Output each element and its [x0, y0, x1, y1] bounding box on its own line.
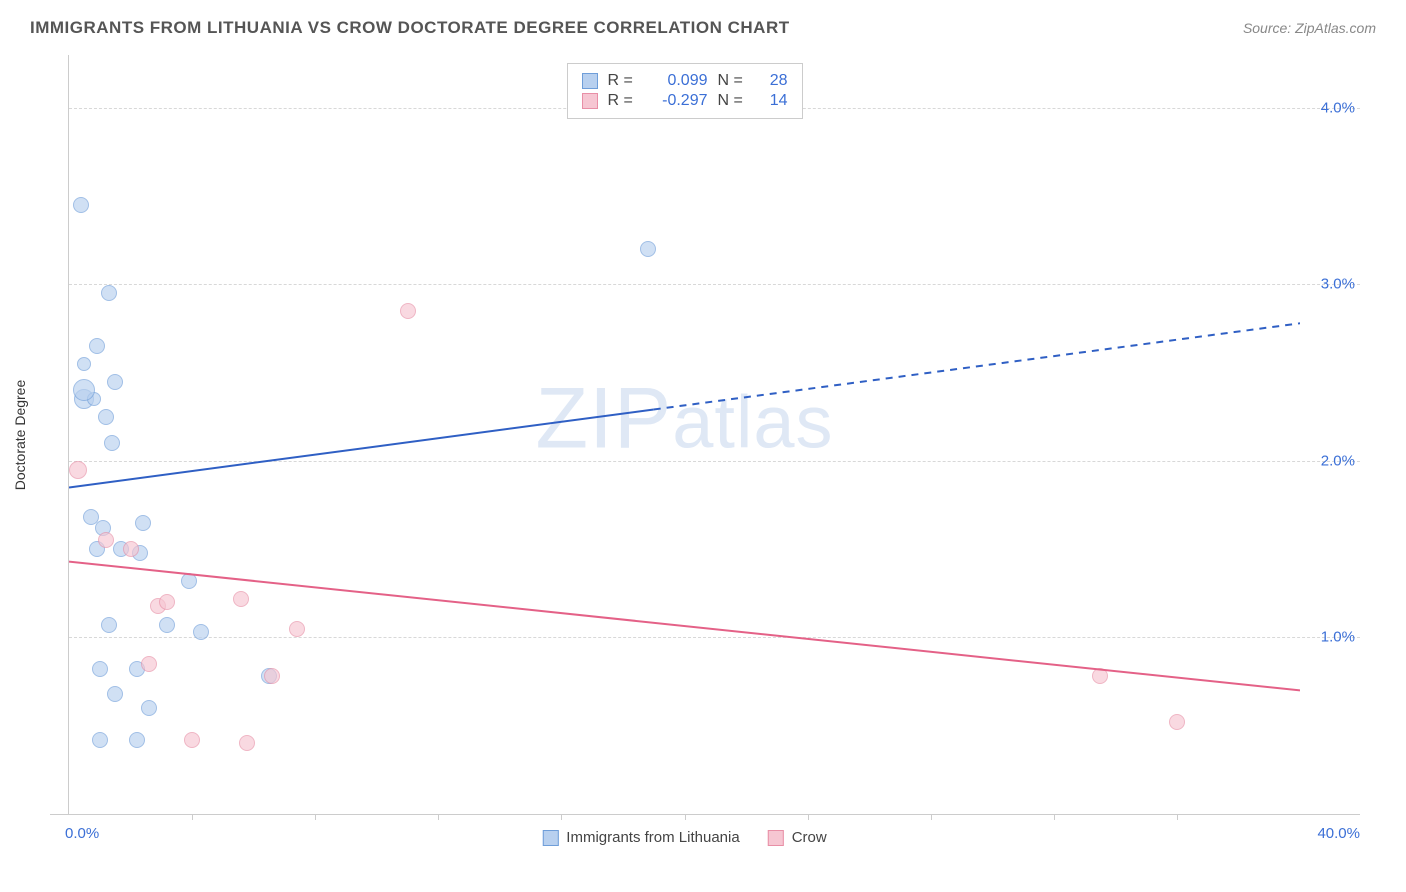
data-point — [104, 435, 120, 451]
data-point — [289, 621, 305, 637]
data-point — [159, 594, 175, 610]
legend-item-b: Crow — [768, 829, 827, 846]
data-point — [107, 686, 123, 702]
x-tick — [438, 814, 439, 820]
watermark: ZIPatlas — [535, 370, 833, 469]
chart-title: IMMIGRANTS FROM LITHUANIA VS CROW DOCTOR… — [30, 18, 790, 38]
gridline — [69, 461, 1360, 462]
chart-area: Doctorate Degree ZIPatlas R = 0.099 N = … — [50, 55, 1360, 815]
data-point — [400, 303, 416, 319]
x-tick — [808, 814, 809, 820]
x-tick — [192, 814, 193, 820]
data-point — [193, 624, 209, 640]
x-tick — [1177, 814, 1178, 820]
data-point — [181, 573, 197, 589]
data-point — [92, 732, 108, 748]
y-tick-label: 4.0% — [1305, 99, 1355, 116]
swatch-b-icon — [768, 830, 784, 846]
series-legend: Immigrants from Lithuania Crow — [542, 829, 826, 846]
x-min-label: 0.0% — [65, 825, 99, 842]
data-point — [101, 617, 117, 633]
data-point — [92, 661, 108, 677]
plot-region: ZIPatlas R = 0.099 N = 28 R = -0.297 N =… — [68, 55, 1300, 814]
data-point — [135, 515, 151, 531]
data-point — [640, 241, 656, 257]
correlation-legend: R = 0.099 N = 28 R = -0.297 N = 14 — [567, 63, 803, 119]
swatch-b-icon — [582, 93, 598, 109]
data-point — [184, 732, 200, 748]
data-point — [89, 338, 105, 354]
gridline — [69, 637, 1360, 638]
data-point — [239, 735, 255, 751]
legend-row-a: R = 0.099 N = 28 — [582, 72, 788, 90]
y-tick-label: 3.0% — [1305, 276, 1355, 293]
legend-item-a: Immigrants from Lithuania — [542, 829, 739, 846]
trend-lines — [69, 55, 1300, 814]
swatch-a-icon — [582, 73, 598, 89]
data-point — [264, 668, 280, 684]
data-point — [101, 285, 117, 301]
x-tick — [315, 814, 316, 820]
data-point — [98, 532, 114, 548]
swatch-a-icon — [542, 830, 558, 846]
data-point — [141, 656, 157, 672]
data-point — [159, 617, 175, 633]
data-point — [129, 732, 145, 748]
data-point — [73, 379, 95, 401]
data-point — [73, 197, 89, 213]
y-tick-label: 1.0% — [1305, 629, 1355, 646]
data-point — [233, 591, 249, 607]
x-tick — [561, 814, 562, 820]
x-tick — [1054, 814, 1055, 820]
data-point — [98, 409, 114, 425]
legend-row-b: R = -0.297 N = 14 — [582, 92, 788, 110]
data-point — [1169, 714, 1185, 730]
chart-source: Source: ZipAtlas.com — [1243, 20, 1376, 36]
data-point — [69, 461, 87, 479]
x-tick — [931, 814, 932, 820]
chart-header: IMMIGRANTS FROM LITHUANIA VS CROW DOCTOR… — [0, 0, 1406, 48]
x-tick — [685, 814, 686, 820]
data-point — [1092, 668, 1108, 684]
y-tick-label: 2.0% — [1305, 452, 1355, 469]
gridline — [69, 284, 1360, 285]
data-point — [123, 541, 139, 557]
data-point — [77, 357, 91, 371]
data-point — [141, 700, 157, 716]
y-axis-label: Doctorate Degree — [12, 379, 28, 490]
data-point — [107, 374, 123, 390]
x-max-label: 40.0% — [1317, 825, 1360, 842]
